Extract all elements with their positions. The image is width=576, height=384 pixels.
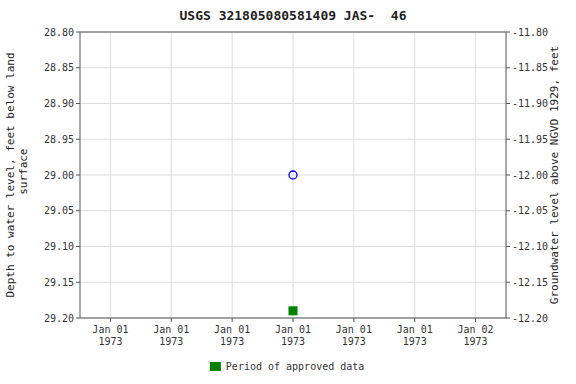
tick-label: 29.10 xyxy=(44,241,74,252)
legend: Period of approved data xyxy=(210,361,364,372)
tick-label: Jan 011973 xyxy=(336,324,372,347)
y2-axis-label: Groundwater level above NGVD 1929, feet xyxy=(548,46,561,304)
tick-mark xyxy=(506,32,510,33)
tick-label: -11.80 xyxy=(512,27,548,38)
legend-swatch xyxy=(210,362,221,371)
legend-label: Period of approved data xyxy=(226,361,364,372)
tick-mark xyxy=(76,32,80,33)
tick-label: Jan 011973 xyxy=(153,324,189,347)
y-axis-label: Depth to water level, feet below land su… xyxy=(4,52,30,297)
tick-label: 28.80 xyxy=(44,27,74,38)
y2-label-group: Groundwater level above NGVD 1929, feet xyxy=(548,46,561,304)
tick-mark xyxy=(232,318,233,322)
grid-line xyxy=(110,32,111,318)
tick-label: Jan 011973 xyxy=(92,324,128,347)
tick-mark xyxy=(506,318,510,319)
tick-label: -12.00 xyxy=(512,170,548,181)
tick-mark xyxy=(414,318,415,322)
grid-line xyxy=(232,32,233,318)
tick-label: -12.20 xyxy=(512,313,548,324)
tick-label: 29.00 xyxy=(44,170,74,181)
tick-mark xyxy=(506,139,510,140)
tick-mark xyxy=(76,246,80,247)
y-label-group: Depth to water level, feet below land su… xyxy=(4,52,30,297)
tick-mark xyxy=(506,175,510,176)
grid-line xyxy=(414,32,415,318)
grid-line xyxy=(171,32,172,318)
tick-mark xyxy=(353,318,354,322)
grid-line xyxy=(475,32,476,318)
tick-label: Jan 011973 xyxy=(214,324,250,347)
tick-mark xyxy=(76,175,80,176)
tick-label: 28.85 xyxy=(44,62,74,73)
tick-label: -12.05 xyxy=(512,205,548,216)
tick-label: -12.15 xyxy=(512,277,548,288)
plot-frame xyxy=(80,32,506,318)
tick-mark xyxy=(171,318,172,322)
tick-label: -12.10 xyxy=(512,241,548,252)
tick-mark xyxy=(76,210,80,211)
tick-label: Jan 011973 xyxy=(397,324,433,347)
tick-label: 28.90 xyxy=(44,98,74,109)
tick-mark xyxy=(506,103,510,104)
tick-mark xyxy=(506,282,510,283)
data-point xyxy=(289,171,297,179)
data-point xyxy=(289,307,297,315)
grid-line xyxy=(293,32,294,318)
tick-mark xyxy=(76,139,80,140)
title: USGS 321805080581409 JAS- 46 xyxy=(180,8,407,23)
tick-label: 29.15 xyxy=(44,277,74,288)
tick-label: 28.95 xyxy=(44,134,74,145)
tick-mark xyxy=(110,318,111,322)
tick-label: Jan 011973 xyxy=(275,324,311,347)
tick-mark xyxy=(506,210,510,211)
tick-label: 29.20 xyxy=(44,313,74,324)
plot-area xyxy=(80,32,506,318)
tick-label: 29.05 xyxy=(44,205,74,216)
chart: 28.80 28.85 28.90 28.95 29.00 29.05 29.10 29.15… xyxy=(0,0,576,384)
marks xyxy=(289,171,297,315)
grid xyxy=(80,32,506,318)
tick-mark xyxy=(76,103,80,104)
tick-mark xyxy=(76,318,80,319)
grid-line xyxy=(353,32,354,318)
tick-mark xyxy=(475,318,476,322)
tick-mark xyxy=(506,246,510,247)
tick-label: -11.95 xyxy=(512,134,548,145)
tick-mark xyxy=(76,282,80,283)
tick-label: -11.85 xyxy=(512,62,548,73)
tick-mark xyxy=(506,67,510,68)
tick-label: Jan 021973 xyxy=(458,324,494,347)
tick-mark xyxy=(76,67,80,68)
tick-mark xyxy=(293,318,294,322)
tick-label: -11.90 xyxy=(512,98,548,109)
